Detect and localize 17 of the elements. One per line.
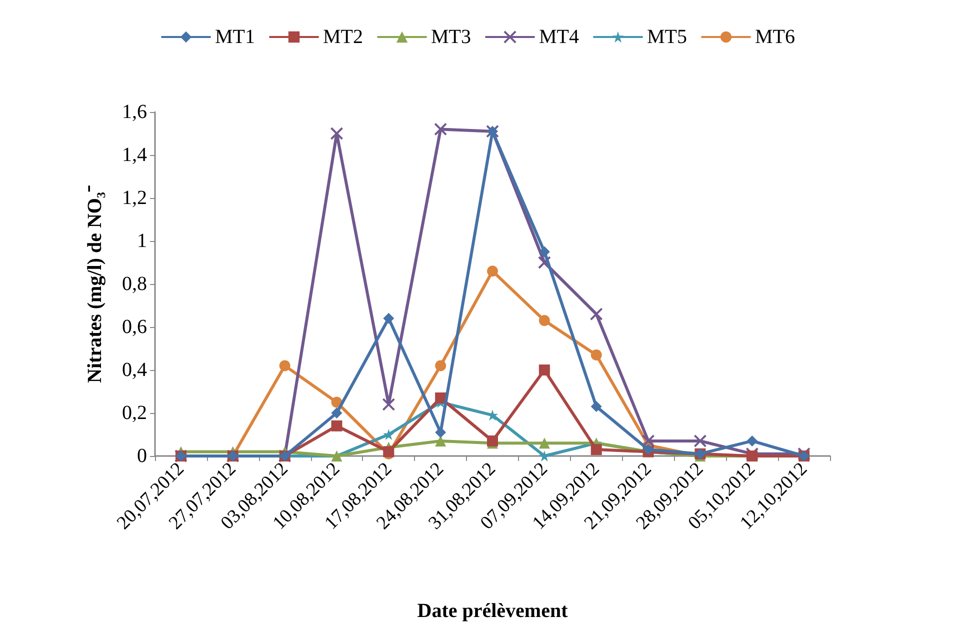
y-tick-label: 0,6 <box>122 316 147 338</box>
y-tick-label: 1 <box>137 230 147 252</box>
y-tick-label: 1,6 <box>122 101 147 123</box>
y-tick-label: 0,8 <box>122 273 147 295</box>
legend-label: MT2 <box>323 26 363 48</box>
y-tick-label: 0,2 <box>122 402 147 424</box>
legend-label: MT4 <box>539 26 579 48</box>
y-tick-label: 1,2 <box>122 187 147 209</box>
legend-label: MT3 <box>431 26 471 48</box>
y-axis-title: Nitrates (mg/l) de NO₃⁻ <box>84 185 106 383</box>
x-axis-title: Date prélèvement <box>417 600 568 622</box>
y-tick-label: 1,4 <box>122 144 147 166</box>
y-tick-label: 0,4 <box>122 359 147 381</box>
legend-label: MT6 <box>755 26 795 48</box>
legend-label: MT1 <box>215 26 255 48</box>
legend-label: MT5 <box>647 26 687 48</box>
y-tick-label: 0 <box>137 445 147 467</box>
